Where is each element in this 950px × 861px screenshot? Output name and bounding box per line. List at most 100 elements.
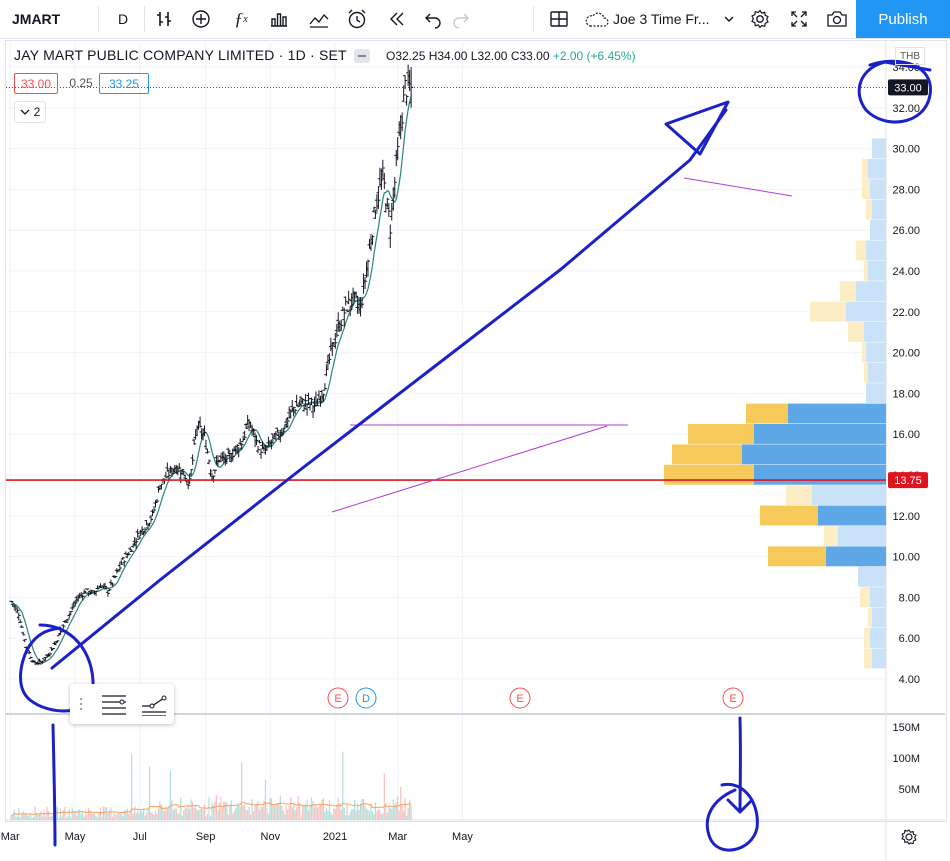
interval-button[interactable]: D bbox=[117, 11, 129, 27]
volume-bar bbox=[355, 810, 357, 820]
volume-bar bbox=[154, 811, 157, 820]
ohlc-bar bbox=[9, 600, 14, 603]
templates-icon[interactable] bbox=[304, 0, 334, 38]
compare-add-icon[interactable] bbox=[186, 0, 216, 38]
ohlc-bar bbox=[12, 605, 17, 609]
volume-bar bbox=[58, 817, 60, 820]
financials-icon[interactable] bbox=[264, 0, 294, 38]
drag-handle-icon[interactable] bbox=[78, 696, 84, 712]
volume-bar bbox=[345, 815, 347, 820]
volume-bar bbox=[383, 773, 385, 820]
alert-clock-icon[interactable] bbox=[342, 0, 372, 38]
redo-icon[interactable] bbox=[446, 0, 476, 38]
volume-bar bbox=[359, 803, 362, 820]
volume-bar bbox=[171, 800, 173, 820]
volume-bar bbox=[199, 808, 201, 820]
chevron-down-icon[interactable] bbox=[718, 0, 740, 38]
ohlc-bar bbox=[15, 608, 20, 614]
buy-price[interactable]: 33.25 bbox=[99, 73, 149, 94]
ohlc-bar bbox=[166, 470, 171, 481]
ohlc-bar bbox=[293, 408, 298, 415]
volume-bar bbox=[217, 810, 219, 820]
volume-bar bbox=[386, 812, 388, 820]
volume-bar bbox=[371, 811, 374, 820]
fullscreen-icon[interactable] bbox=[784, 0, 814, 38]
profile-up-bar bbox=[872, 648, 886, 669]
profile-up-bar bbox=[868, 158, 886, 179]
profile-down-bar bbox=[746, 403, 788, 424]
replay-icon[interactable] bbox=[382, 0, 412, 38]
volume-bar bbox=[202, 809, 204, 820]
volume-bar bbox=[196, 809, 198, 820]
volume-bar bbox=[309, 804, 311, 820]
price-tick-label: 10.00 bbox=[892, 552, 920, 564]
regression-lines-icon[interactable] bbox=[140, 692, 168, 716]
ohlc-bar bbox=[180, 468, 185, 475]
volume-bar bbox=[71, 807, 73, 820]
layout-name[interactable]: Joe 3 Time Fr... bbox=[613, 11, 710, 27]
ohlc-bar bbox=[68, 611, 73, 615]
volume-bar bbox=[389, 808, 391, 820]
layout-grid-icon[interactable] bbox=[544, 0, 574, 38]
ohlc-bar bbox=[18, 619, 23, 623]
indicators-toggle[interactable]: 2 bbox=[14, 101, 46, 123]
ohlc-bar bbox=[281, 428, 286, 436]
volume-bar bbox=[123, 810, 125, 820]
volume-bar bbox=[300, 816, 302, 820]
volume-bar bbox=[397, 796, 399, 820]
ohlc-bar bbox=[254, 435, 259, 446]
volume-bar bbox=[208, 796, 210, 820]
profile-up-bar bbox=[866, 342, 886, 363]
gear-icon[interactable] bbox=[745, 0, 775, 38]
volume-bar bbox=[135, 813, 137, 820]
ohlc-bar bbox=[202, 425, 207, 437]
volume-bar bbox=[354, 800, 356, 820]
volume-bar bbox=[241, 762, 243, 820]
ohlc-bar bbox=[149, 514, 154, 522]
volume-ma-line bbox=[11, 802, 412, 816]
profile-up-bar bbox=[754, 464, 886, 485]
volume-bar bbox=[67, 815, 69, 820]
profile-down-bar bbox=[672, 444, 742, 465]
volume-bar bbox=[157, 808, 160, 820]
volume-bar bbox=[96, 817, 99, 820]
volume-bar bbox=[376, 811, 378, 820]
fib-lines-icon[interactable] bbox=[100, 692, 128, 716]
volume-bar bbox=[212, 804, 215, 820]
ohlc-bar bbox=[385, 197, 390, 208]
profile-up-bar bbox=[818, 505, 886, 526]
ohlc-bar bbox=[239, 443, 244, 450]
price-tick-label: 32.00 bbox=[892, 103, 920, 115]
volume-bar bbox=[65, 817, 67, 820]
volume-bar bbox=[177, 813, 179, 820]
volume-bar bbox=[406, 815, 408, 820]
toolbar-divider bbox=[533, 6, 534, 32]
ohlc-bar bbox=[303, 393, 308, 408]
minus-icon[interactable] bbox=[354, 49, 370, 63]
publish-button[interactable]: Publish bbox=[856, 0, 950, 38]
undo-icon[interactable] bbox=[418, 0, 448, 38]
sell-price[interactable]: 33.00 bbox=[14, 73, 58, 94]
ohlc-bar bbox=[16, 612, 21, 621]
bar-style-icon[interactable] bbox=[150, 0, 180, 38]
volume-bar bbox=[108, 810, 111, 820]
breakout-trendline bbox=[683, 177, 793, 197]
ohlc-bar bbox=[404, 94, 409, 106]
volume-bar bbox=[336, 804, 338, 820]
camera-icon[interactable] bbox=[822, 0, 852, 38]
volume-bar bbox=[41, 816, 44, 820]
ohlc-bar bbox=[403, 75, 408, 90]
big-arrow-shaft bbox=[50, 108, 728, 670]
volume-bar bbox=[380, 814, 383, 820]
volume-bar bbox=[394, 804, 396, 820]
ohlc-bar bbox=[50, 647, 55, 651]
ohlc-bar bbox=[395, 137, 400, 161]
symbol-title[interactable]: JAY MART PUBLIC COMPANY LIMITED · 1D · S… bbox=[14, 47, 347, 63]
ohlc-bar bbox=[322, 383, 327, 391]
spread-value: 0.25 bbox=[69, 75, 93, 90]
volume-bar bbox=[273, 805, 275, 820]
symbol-search[interactable]: JMART bbox=[12, 11, 61, 27]
